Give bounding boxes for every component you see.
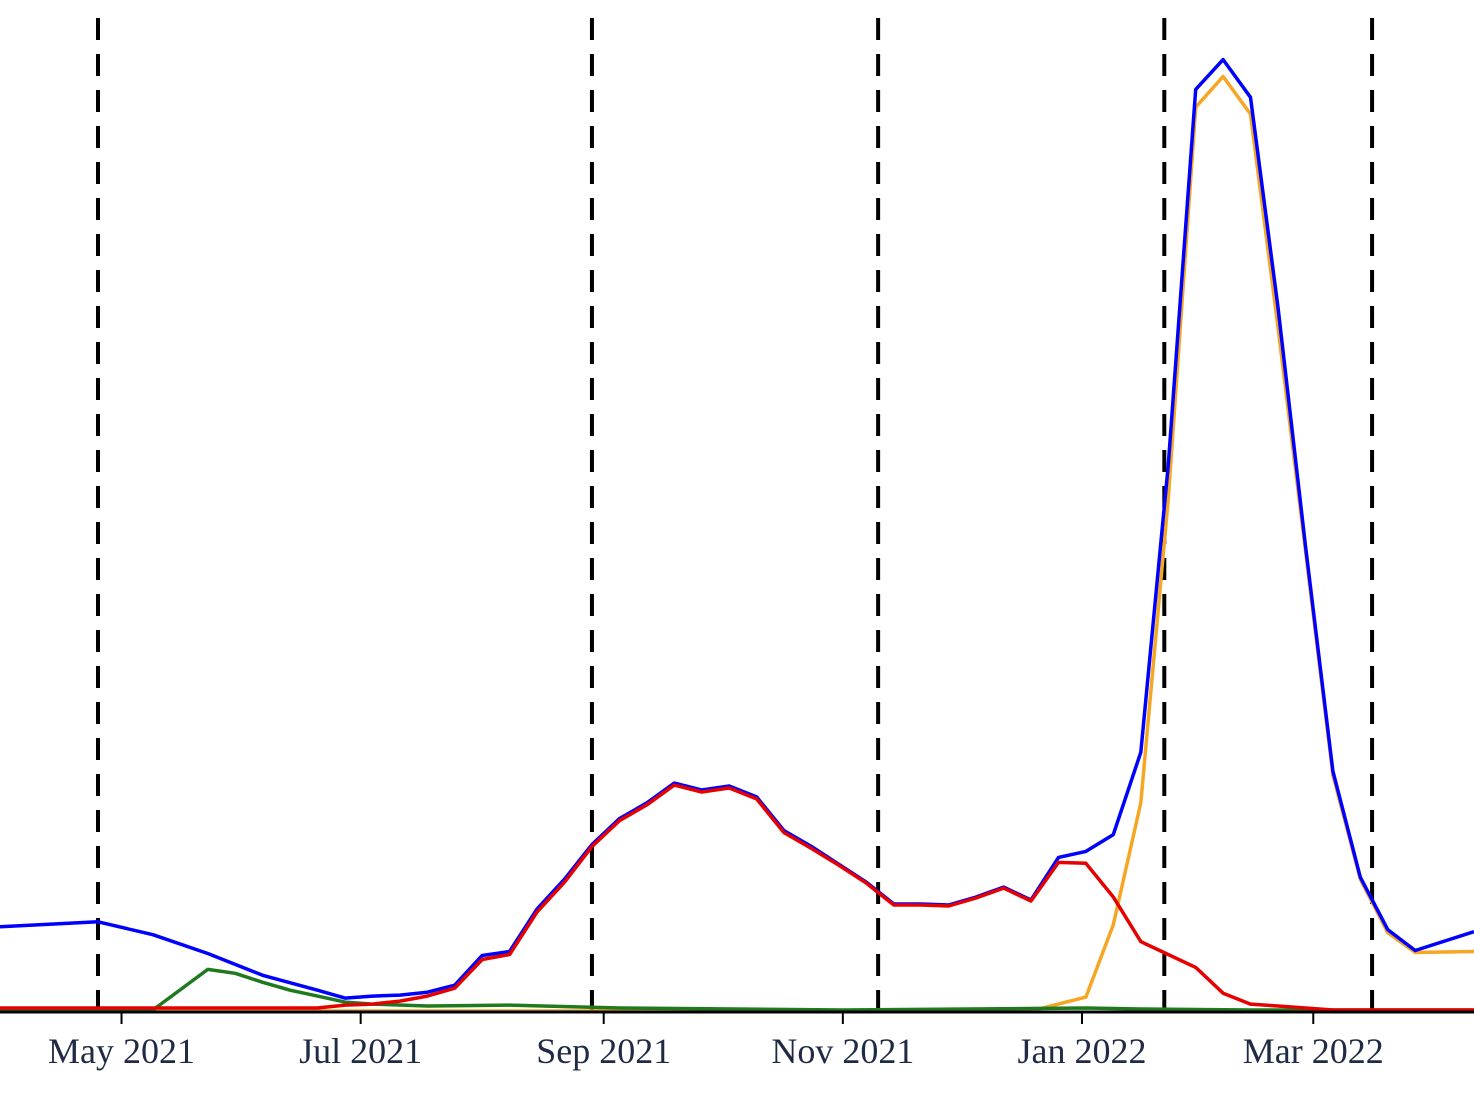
x-axis-ticks: May 2021 Jul 2021 Sep 2021 Nov 2021 Jan 2022… xyxy=(48,1012,1384,1071)
x-tick-label: Jul 2021 xyxy=(299,1031,422,1071)
reference-lines xyxy=(96,18,1375,1011)
x-tick-label: Nov 2021 xyxy=(771,1031,914,1071)
series-line xyxy=(0,57,1474,1000)
x-tick-label: Sep 2021 xyxy=(536,1031,671,1071)
series-lines xyxy=(0,57,1474,1013)
series-line xyxy=(0,74,1474,1013)
x-tick-label: May 2021 xyxy=(48,1031,195,1071)
x-tick-label: Jan 2022 xyxy=(1017,1031,1146,1071)
x-tick-label: Mar 2022 xyxy=(1243,1031,1384,1071)
series-line xyxy=(0,783,1474,1012)
